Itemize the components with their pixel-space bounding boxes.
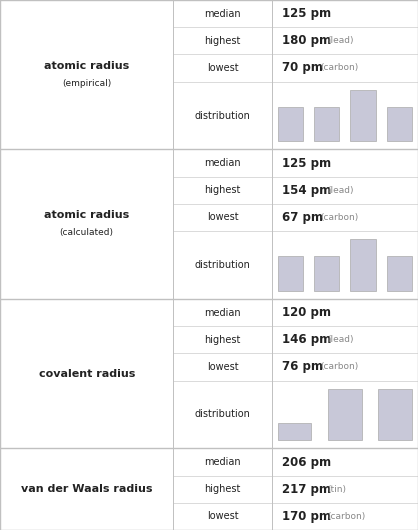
Text: van der Waals radius: van der Waals radius <box>21 484 153 494</box>
Text: (lead): (lead) <box>327 36 354 45</box>
Text: highest: highest <box>204 484 241 494</box>
Text: median: median <box>204 8 241 19</box>
Text: atomic radius: atomic radius <box>44 210 129 220</box>
Text: 70 pm: 70 pm <box>282 61 331 74</box>
Text: 180 pm: 180 pm <box>282 34 339 47</box>
Text: (tin): (tin) <box>327 485 347 494</box>
Text: lowest: lowest <box>207 362 238 372</box>
Text: distribution: distribution <box>195 410 250 419</box>
Text: (carbon): (carbon) <box>321 213 359 222</box>
Bar <box>314 257 339 291</box>
Text: lowest: lowest <box>207 511 238 522</box>
Text: (lead): (lead) <box>327 335 354 344</box>
Bar <box>350 90 376 142</box>
Text: highest: highest <box>204 36 241 46</box>
Text: 206 pm: 206 pm <box>282 456 331 469</box>
Text: (lead): (lead) <box>327 186 354 195</box>
Text: 146 pm: 146 pm <box>282 333 339 346</box>
Text: (carbon): (carbon) <box>327 512 366 521</box>
Text: atomic radius: atomic radius <box>44 61 129 70</box>
Text: median: median <box>204 158 241 168</box>
Text: 125 pm: 125 pm <box>282 7 331 20</box>
Text: 67 pm: 67 pm <box>282 211 331 224</box>
Text: lowest: lowest <box>207 213 238 223</box>
Bar <box>278 257 303 291</box>
Text: (carbon): (carbon) <box>321 64 359 73</box>
Text: lowest: lowest <box>207 63 238 73</box>
Bar <box>350 239 376 291</box>
Text: 170 pm: 170 pm <box>282 510 339 523</box>
Bar <box>278 107 303 142</box>
Text: distribution: distribution <box>195 111 250 120</box>
Text: 76 pm: 76 pm <box>282 360 331 374</box>
Text: covalent radius: covalent radius <box>38 369 135 379</box>
Text: 125 pm: 125 pm <box>282 156 331 170</box>
Bar <box>328 388 362 440</box>
Text: median: median <box>204 307 241 317</box>
Text: distribution: distribution <box>195 260 250 270</box>
Text: median: median <box>204 457 241 467</box>
Text: (carbon): (carbon) <box>321 363 359 372</box>
Bar <box>387 107 412 142</box>
Text: (calculated): (calculated) <box>60 228 114 237</box>
Text: 120 pm: 120 pm <box>282 306 331 319</box>
Bar <box>314 107 339 142</box>
Bar <box>278 423 311 440</box>
Bar <box>387 257 412 291</box>
Text: 154 pm: 154 pm <box>282 184 339 197</box>
Text: highest: highest <box>204 335 241 344</box>
Text: 217 pm: 217 pm <box>282 483 339 496</box>
Text: highest: highest <box>204 186 241 195</box>
Text: (empirical): (empirical) <box>62 79 111 88</box>
Bar <box>378 388 412 440</box>
